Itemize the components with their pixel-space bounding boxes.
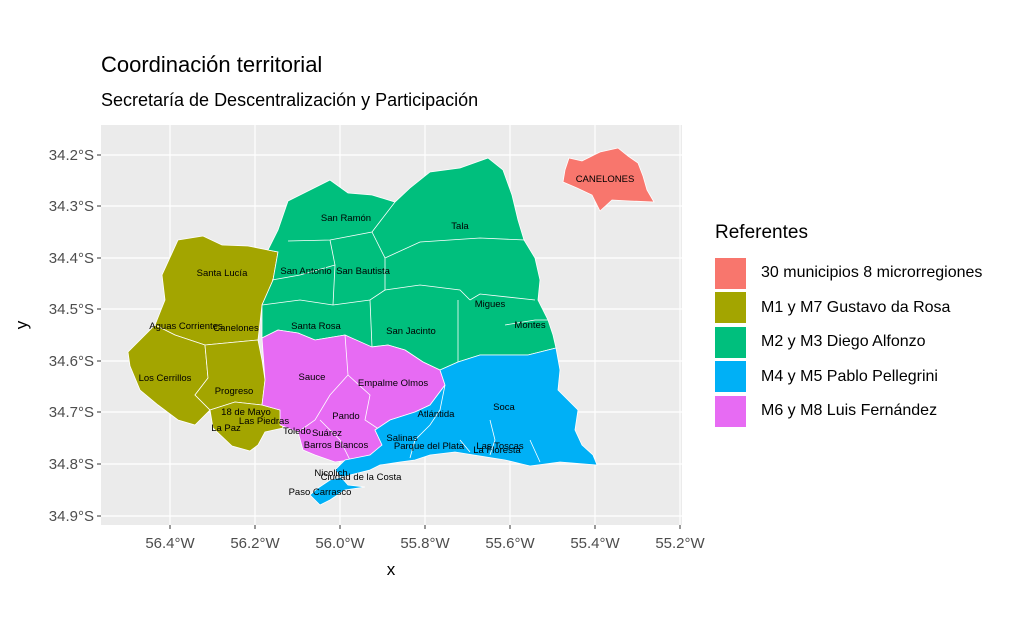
region-m1 xyxy=(127,235,284,452)
canelones-inset-region xyxy=(562,147,655,212)
label-las-toscas: Las Toscas xyxy=(476,441,524,452)
y-tick-label: 34.8°S xyxy=(49,456,94,473)
label-santa-lucia: Santa Lucía xyxy=(197,268,248,279)
legend-item: M2 y M3 Diego Alfonzo xyxy=(715,325,982,360)
label-canelones-inset: CANELONES xyxy=(576,174,635,185)
x-tick-labels: 56.4°W 56.2°W 56.0°W 55.8°W 55.6°W 55.4°… xyxy=(145,535,705,552)
legend: Referentes 30 municipios 8 microrregione… xyxy=(715,222,982,429)
region-m2 xyxy=(261,157,557,371)
label-toledo: Toledo xyxy=(283,426,311,437)
y-tick-labels: 34.2°S 34.3°S 34.4°S 34.5°S 34.6°S 34.7°… xyxy=(49,147,94,525)
map-subtitle: Secretaría de Descentralización y Partic… xyxy=(101,90,479,110)
label-nicolich: Nicolich xyxy=(314,468,347,479)
legend-swatch xyxy=(715,257,746,289)
x-tick-label: 55.6°W xyxy=(485,535,535,552)
label-migues: Migues xyxy=(475,299,506,310)
legend-swatch xyxy=(715,326,746,358)
legend-label: M4 y M5 Pablo Pellegrini xyxy=(761,367,938,385)
label-soca: Soca xyxy=(493,402,515,413)
y-tick-label: 34.5°S xyxy=(49,301,94,318)
x-tick-label: 56.4°W xyxy=(145,535,195,552)
label-los-cerrillos: Los Cerrillos xyxy=(139,373,192,384)
label-la-floresta: La Floresta xyxy=(473,445,521,456)
axis-ticks xyxy=(97,154,681,529)
label-las-piedras: Las Piedras xyxy=(239,416,289,427)
label-aguas-corrientes: Aguas Corrientes xyxy=(149,321,223,332)
region-m4 xyxy=(309,347,598,506)
x-tick-label: 56.0°W xyxy=(315,535,365,552)
label-sauce: Sauce xyxy=(299,372,326,383)
y-axis-label: y xyxy=(12,320,31,329)
label-canelones: Canelones xyxy=(213,323,259,334)
y-tick-label: 34.6°S xyxy=(49,353,94,370)
y-tick-label: 34.4°S xyxy=(49,250,94,267)
label-paso-carrasco: Paso Carrasco xyxy=(289,487,352,498)
legend-item: M6 y M8 Luis Fernández xyxy=(715,394,982,429)
x-tick-label: 56.2°W xyxy=(230,535,280,552)
label-empalme-olmos: Empalme Olmos xyxy=(358,378,428,389)
label-salinas: Salinas xyxy=(386,433,417,444)
label-tala: Tala xyxy=(451,221,469,232)
map-title: Coordinación territorial xyxy=(101,52,323,77)
label-santa-rosa: Santa Rosa xyxy=(291,321,341,332)
label-montes: Montes xyxy=(514,320,545,331)
legend-swatch xyxy=(715,292,746,324)
x-tick-label: 55.4°W xyxy=(570,535,620,552)
legend-swatch xyxy=(715,361,746,393)
y-tick-label: 34.2°S xyxy=(49,147,94,164)
legend-item: M4 y M5 Pablo Pellegrini xyxy=(715,360,982,395)
legend-label: M6 y M8 Luis Fernández xyxy=(761,402,938,420)
label-san-antonio: San Antonio xyxy=(280,266,331,277)
legend-item: M1 y M7 Gustavo da Rosa xyxy=(715,291,982,326)
legend-label: M2 y M3 Diego Alfonzo xyxy=(761,333,926,351)
label-atlantida: Atlántida xyxy=(418,409,456,420)
label-san-jacinto: San Jacinto xyxy=(386,326,436,337)
legend-label: 30 municipios 8 microrregiones xyxy=(761,264,983,282)
label-san-bautista: San Bautista xyxy=(336,266,391,277)
x-axis-label: x xyxy=(387,560,396,579)
legend-label: M1 y M7 Gustavo da Rosa xyxy=(761,298,951,316)
x-tick-label: 55.8°W xyxy=(400,535,450,552)
legend-swatch xyxy=(715,395,746,427)
y-tick-label: 34.9°S xyxy=(49,508,94,525)
label-pando: Pando xyxy=(332,411,359,422)
x-tick-label: 55.2°W xyxy=(655,535,705,552)
label-18-de-mayo: 18 de Mayo xyxy=(221,407,271,418)
label-ciudad-de-la-costa: Ciudad de la Costa xyxy=(321,472,403,483)
label-san-ramon: San Ramón xyxy=(321,213,371,224)
legend-title: Referentes xyxy=(715,222,808,243)
label-barros-blancos: Barros Blancos xyxy=(304,440,369,451)
y-tick-label: 34.3°S xyxy=(49,198,94,215)
label-la-paz: La Paz xyxy=(211,423,241,434)
y-tick-label: 34.7°S xyxy=(49,404,94,421)
label-suarez: Suárez xyxy=(312,428,342,439)
legend-item: 30 municipios 8 microrregiones xyxy=(715,256,982,291)
label-parque-del-plata: Parque del Plata xyxy=(394,441,465,452)
label-progreso: Progreso xyxy=(215,386,254,397)
